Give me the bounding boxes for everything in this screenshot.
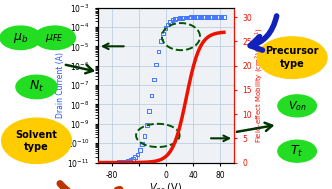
Point (109, 161, 115, 164)
Point (193, 16, 199, 19)
Point (165, 23, 171, 26)
Point (95, 161, 101, 164)
Point (216, 16, 222, 19)
Point (198, 16, 203, 19)
Text: Precursor
type: Precursor type (265, 46, 319, 69)
Point (212, 16, 217, 19)
Point (100, 161, 105, 164)
Point (191, 16, 196, 19)
Point (128, 159, 133, 162)
Point (98, 161, 103, 164)
Text: $V_{on}$: $V_{on}$ (288, 99, 306, 113)
Point (121, 160, 126, 163)
Point (112, 161, 117, 164)
Point (105, 161, 110, 164)
Point (221, 16, 226, 19)
Point (207, 16, 212, 19)
Point (163, 27, 168, 30)
Point (168, 20, 173, 23)
Point (116, 161, 122, 164)
Point (135, 153, 140, 156)
Point (172, 18, 178, 21)
Point (125, 160, 131, 163)
X-axis label: $V_{gs}$ (V): $V_{gs}$ (V) (149, 181, 183, 189)
Point (200, 16, 206, 19)
Point (154, 63, 159, 66)
Point (147, 110, 152, 113)
Point (161, 32, 166, 35)
Point (107, 161, 112, 164)
Text: Solvent
type: Solvent type (16, 130, 57, 152)
Y-axis label: Field-effect Mobility (cm$^2$V$^{-1}$s$^{-1}$): Field-effect Mobility (cm$^2$V$^{-1}$s$^… (254, 27, 266, 143)
Point (175, 17, 180, 20)
Point (139, 143, 145, 146)
Point (219, 16, 224, 19)
Point (130, 158, 135, 161)
Y-axis label: Drain Current (A): Drain Current (A) (56, 52, 65, 118)
Point (156, 50, 161, 53)
Point (203, 16, 208, 19)
Point (142, 134, 147, 137)
Text: $\mu_b$: $\mu_b$ (13, 31, 28, 45)
Point (158, 40, 164, 43)
Point (214, 16, 219, 19)
Text: $N_t$: $N_t$ (29, 79, 44, 94)
Point (119, 161, 124, 164)
Point (123, 160, 128, 163)
Point (182, 16, 187, 19)
Point (144, 123, 149, 126)
Point (205, 16, 210, 19)
Text: $T_t$: $T_t$ (290, 144, 304, 159)
Point (209, 16, 215, 19)
Point (186, 16, 192, 19)
Point (177, 17, 182, 20)
Point (114, 161, 119, 164)
Point (151, 78, 157, 81)
Point (102, 161, 108, 164)
Point (170, 19, 175, 22)
Point (179, 16, 185, 19)
Point (137, 149, 142, 152)
Point (184, 16, 189, 19)
Point (132, 156, 138, 159)
Point (189, 16, 194, 19)
Point (149, 94, 154, 97)
Point (196, 16, 201, 19)
Text: $\mu_{FE}$: $\mu_{FE}$ (45, 32, 64, 44)
